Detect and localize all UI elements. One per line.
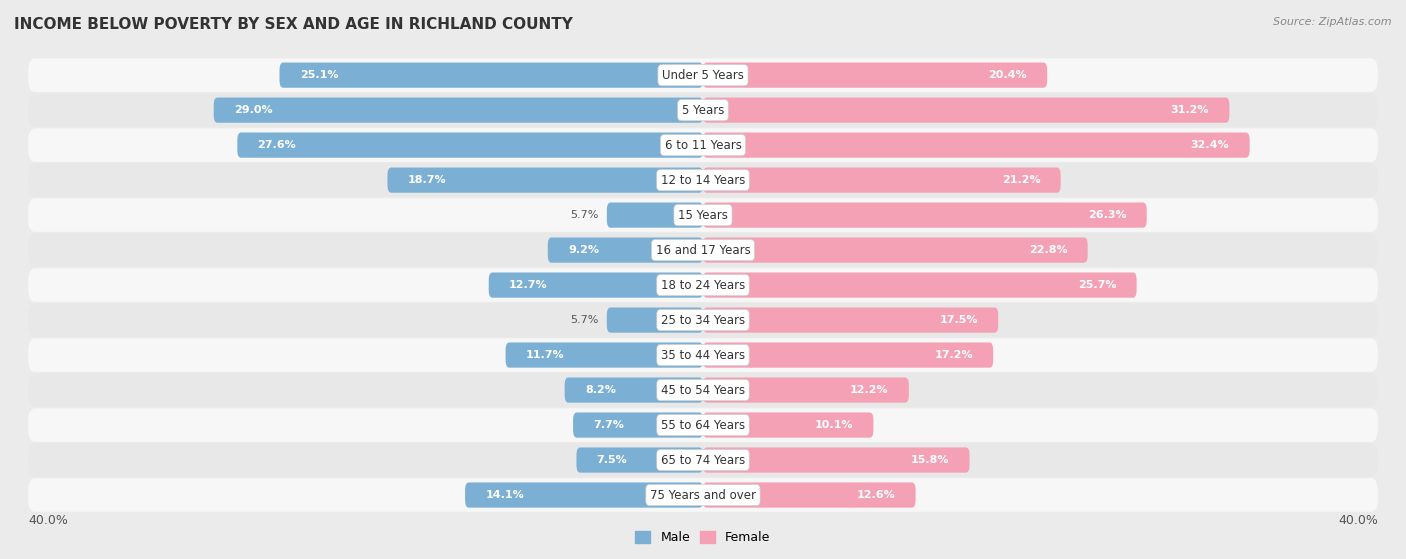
FancyBboxPatch shape [576, 447, 703, 473]
Text: 40.0%: 40.0% [1339, 514, 1378, 527]
Text: 25.7%: 25.7% [1078, 280, 1116, 290]
Text: 12 to 14 Years: 12 to 14 Years [661, 174, 745, 187]
FancyBboxPatch shape [28, 129, 1378, 162]
Text: 12.6%: 12.6% [856, 490, 896, 500]
FancyBboxPatch shape [703, 482, 915, 508]
FancyBboxPatch shape [465, 482, 703, 508]
FancyBboxPatch shape [574, 413, 703, 438]
FancyBboxPatch shape [703, 202, 1147, 228]
FancyBboxPatch shape [238, 132, 703, 158]
Text: 5 Years: 5 Years [682, 103, 724, 117]
Text: 26.3%: 26.3% [1088, 210, 1126, 220]
Text: 10.1%: 10.1% [814, 420, 853, 430]
Text: 17.5%: 17.5% [939, 315, 979, 325]
Text: 6 to 11 Years: 6 to 11 Years [665, 139, 741, 151]
FancyBboxPatch shape [703, 377, 908, 402]
Text: 9.2%: 9.2% [568, 245, 599, 255]
Text: 65 to 74 Years: 65 to 74 Years [661, 453, 745, 467]
Legend: Male, Female: Male, Female [630, 526, 776, 549]
Text: 17.2%: 17.2% [935, 350, 973, 360]
FancyBboxPatch shape [703, 63, 1047, 88]
Text: 21.2%: 21.2% [1002, 175, 1040, 185]
FancyBboxPatch shape [388, 168, 703, 193]
FancyBboxPatch shape [28, 93, 1378, 127]
FancyBboxPatch shape [703, 343, 993, 368]
Text: 7.5%: 7.5% [596, 455, 627, 465]
FancyBboxPatch shape [28, 408, 1378, 442]
Text: 29.0%: 29.0% [233, 105, 273, 115]
Text: 18.7%: 18.7% [408, 175, 446, 185]
FancyBboxPatch shape [703, 238, 1088, 263]
FancyBboxPatch shape [280, 63, 703, 88]
FancyBboxPatch shape [489, 272, 703, 298]
Text: Source: ZipAtlas.com: Source: ZipAtlas.com [1274, 17, 1392, 27]
Text: Under 5 Years: Under 5 Years [662, 69, 744, 82]
Text: INCOME BELOW POVERTY BY SEX AND AGE IN RICHLAND COUNTY: INCOME BELOW POVERTY BY SEX AND AGE IN R… [14, 17, 572, 32]
FancyBboxPatch shape [28, 304, 1378, 337]
Text: 5.7%: 5.7% [569, 210, 599, 220]
FancyBboxPatch shape [28, 373, 1378, 407]
Text: 32.4%: 32.4% [1191, 140, 1229, 150]
Text: 15 Years: 15 Years [678, 209, 728, 221]
Text: 40.0%: 40.0% [28, 514, 67, 527]
FancyBboxPatch shape [28, 479, 1378, 512]
FancyBboxPatch shape [703, 168, 1060, 193]
FancyBboxPatch shape [703, 97, 1229, 123]
Text: 35 to 44 Years: 35 to 44 Years [661, 349, 745, 362]
FancyBboxPatch shape [703, 132, 1250, 158]
FancyBboxPatch shape [565, 377, 703, 402]
FancyBboxPatch shape [28, 233, 1378, 267]
FancyBboxPatch shape [607, 202, 703, 228]
FancyBboxPatch shape [28, 163, 1378, 197]
Text: 25 to 34 Years: 25 to 34 Years [661, 314, 745, 326]
FancyBboxPatch shape [506, 343, 703, 368]
Text: 12.2%: 12.2% [851, 385, 889, 395]
FancyBboxPatch shape [703, 307, 998, 333]
Text: 15.8%: 15.8% [911, 455, 949, 465]
Text: 16 and 17 Years: 16 and 17 Years [655, 244, 751, 257]
Text: 12.7%: 12.7% [509, 280, 547, 290]
Text: 11.7%: 11.7% [526, 350, 564, 360]
Text: 31.2%: 31.2% [1171, 105, 1209, 115]
Text: 55 to 64 Years: 55 to 64 Years [661, 419, 745, 432]
Text: 27.6%: 27.6% [257, 140, 297, 150]
Text: 25.1%: 25.1% [299, 70, 339, 80]
Text: 14.1%: 14.1% [485, 490, 524, 500]
FancyBboxPatch shape [28, 443, 1378, 477]
Text: 45 to 54 Years: 45 to 54 Years [661, 383, 745, 396]
Text: 7.7%: 7.7% [593, 420, 624, 430]
FancyBboxPatch shape [28, 338, 1378, 372]
Text: 75 Years and over: 75 Years and over [650, 489, 756, 501]
Text: 22.8%: 22.8% [1029, 245, 1067, 255]
FancyBboxPatch shape [703, 447, 970, 473]
FancyBboxPatch shape [28, 58, 1378, 92]
Text: 20.4%: 20.4% [988, 70, 1026, 80]
FancyBboxPatch shape [214, 97, 703, 123]
Text: 8.2%: 8.2% [585, 385, 616, 395]
FancyBboxPatch shape [607, 307, 703, 333]
FancyBboxPatch shape [548, 238, 703, 263]
Text: 5.7%: 5.7% [569, 315, 599, 325]
FancyBboxPatch shape [703, 272, 1136, 298]
FancyBboxPatch shape [28, 198, 1378, 232]
Text: 18 to 24 Years: 18 to 24 Years [661, 278, 745, 292]
FancyBboxPatch shape [28, 268, 1378, 302]
FancyBboxPatch shape [703, 413, 873, 438]
